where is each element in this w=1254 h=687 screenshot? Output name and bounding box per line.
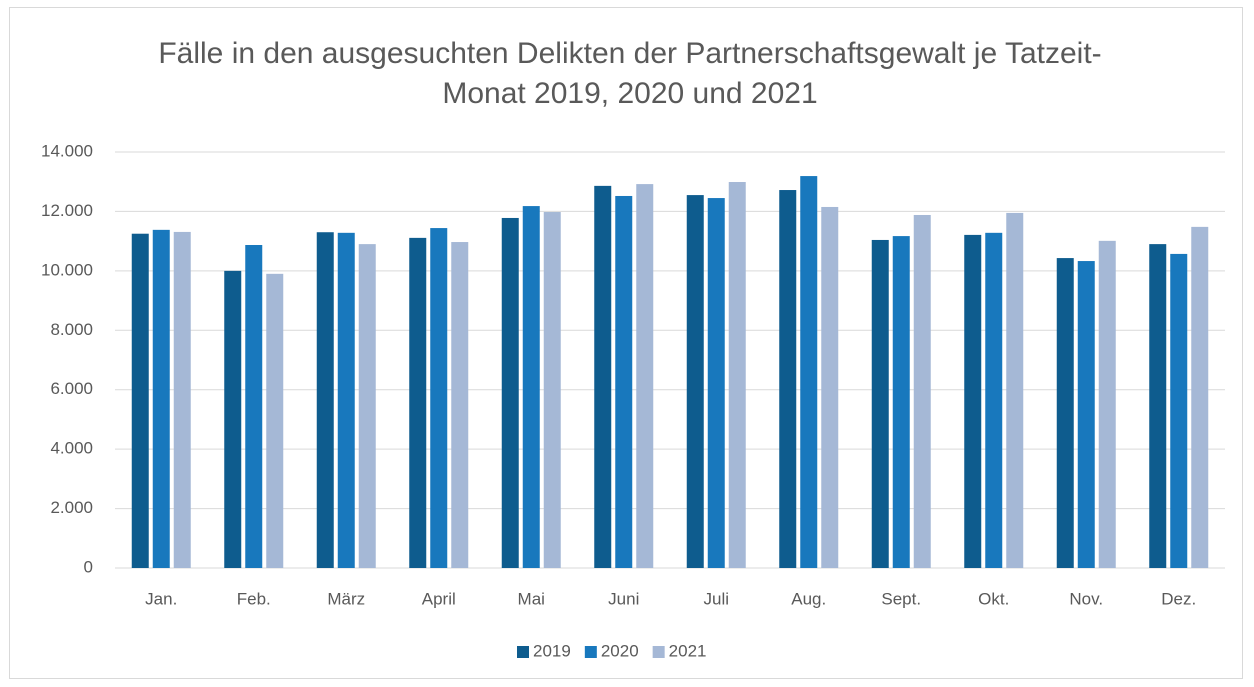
legend-swatch (584, 646, 597, 658)
x-tick-label: Sept. (881, 589, 921, 608)
bar (779, 190, 797, 568)
y-tick-label: 12.000 (41, 201, 93, 220)
legend-label: 2021 (669, 641, 707, 660)
y-tick-label: 14.000 (41, 141, 93, 160)
y-tick-label: 10.000 (41, 260, 93, 279)
bar (543, 212, 561, 568)
bar (1191, 226, 1209, 568)
x-tick-label: Juni (608, 589, 639, 608)
x-tick-label: Nov. (1069, 589, 1103, 608)
bar (594, 185, 612, 569)
bar (152, 229, 170, 568)
bar (316, 232, 334, 568)
bar (871, 239, 889, 568)
chart-title: Fälle in den ausgesuchten Delikten der P… (158, 37, 1102, 110)
bar (1098, 240, 1116, 569)
x-tick-label: Juli (703, 589, 729, 608)
x-tick-label: März (327, 589, 365, 608)
bar (358, 244, 376, 568)
bar (892, 236, 910, 568)
legend-swatch (652, 646, 665, 658)
legend-label: 2020 (601, 641, 639, 660)
bar (409, 237, 427, 569)
y-tick-label: 0 (84, 557, 93, 576)
bar (451, 242, 469, 568)
x-tick-label: Feb. (237, 589, 271, 608)
bar (821, 206, 839, 568)
bar (1170, 253, 1188, 569)
bar (173, 231, 191, 568)
y-tick-label: 8.000 (50, 320, 93, 339)
bar (707, 198, 725, 569)
bar (224, 270, 242, 568)
bar (615, 195, 633, 568)
x-tick-label: Aug. (791, 589, 826, 608)
bar (266, 273, 284, 568)
x-tick-label: Dez. (1161, 589, 1196, 608)
bar (964, 234, 982, 568)
bar (131, 233, 149, 568)
bar (245, 245, 263, 568)
y-tick-label: 6.000 (50, 379, 93, 398)
bar (800, 176, 818, 568)
x-tick-label: April (422, 589, 456, 608)
bar (1077, 261, 1095, 568)
bar (686, 195, 704, 569)
bar (522, 206, 540, 568)
y-tick-label: 4.000 (50, 439, 93, 458)
bar (501, 217, 519, 569)
bar (636, 184, 654, 568)
chart-frame (9, 7, 1243, 679)
bar (1149, 244, 1167, 568)
legend-swatch (517, 646, 529, 658)
bar (337, 232, 355, 568)
x-tick-label: Jan. (145, 589, 177, 608)
x-tick-label: Okt. (978, 589, 1009, 608)
bar (1056, 258, 1074, 568)
bar (430, 228, 448, 568)
bar (1006, 212, 1024, 568)
legend-label: 2019 (533, 641, 571, 660)
bar (913, 214, 931, 568)
bar (985, 232, 1003, 568)
bar (728, 182, 746, 569)
y-tick-label: 2.000 (50, 498, 93, 517)
x-tick-label: Mai (518, 589, 545, 608)
